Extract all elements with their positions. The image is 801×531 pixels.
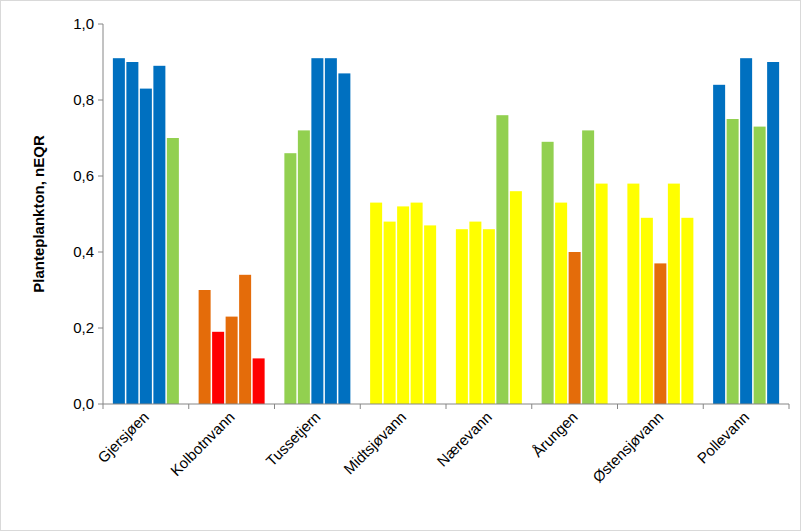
bar xyxy=(596,184,608,404)
y-tick-label: 0,6 xyxy=(73,167,94,184)
y-tick-label: 1,0 xyxy=(73,15,94,32)
bar xyxy=(569,252,581,404)
x-tick-label: Årungen xyxy=(529,408,581,460)
bar xyxy=(713,85,725,404)
y-tick xyxy=(98,24,103,25)
bar xyxy=(126,62,138,404)
x-tick xyxy=(188,404,189,409)
bar xyxy=(338,73,350,404)
y-tick xyxy=(98,176,103,177)
bar xyxy=(384,222,396,404)
x-tick xyxy=(360,404,361,409)
bar xyxy=(496,115,508,404)
x-tick-label: Tussetjern xyxy=(262,408,323,469)
bar xyxy=(212,332,224,404)
y-axis-label: Planteplankton, nEQR xyxy=(30,135,47,293)
bar xyxy=(555,203,567,404)
bar xyxy=(424,225,436,404)
chart: 0,0 0,2 0,4 0,6 0,8 1,0 Gjersjøen Kolbotnvann Tu… xyxy=(0,0,801,531)
bar xyxy=(239,275,251,404)
y-tick-label: 0,4 xyxy=(73,243,94,260)
x-tick-label: Kolbotnvann xyxy=(167,408,238,479)
x-tick-label: Pollevann xyxy=(694,408,753,467)
bar xyxy=(298,130,310,404)
bar xyxy=(668,184,680,404)
chart-border xyxy=(1,1,801,531)
bar xyxy=(654,263,666,404)
bar xyxy=(411,203,423,404)
x-tick-label: Gjersjøen xyxy=(94,408,152,466)
y-tick-label: 0,2 xyxy=(73,319,94,336)
bar xyxy=(727,119,739,404)
y-tick-label: 0,0 xyxy=(73,395,94,412)
bar xyxy=(325,58,337,404)
y-tick-label: 0,8 xyxy=(73,91,94,108)
bars xyxy=(113,58,779,404)
x-tick xyxy=(103,404,104,409)
bar xyxy=(681,218,693,404)
bar xyxy=(113,58,125,404)
x-tick-label: Østensjøvann xyxy=(589,408,666,485)
bar xyxy=(397,206,409,404)
x-tick xyxy=(789,404,790,409)
bar xyxy=(226,317,238,404)
y-tick xyxy=(98,404,103,405)
x-tick-label: Midtsjøvann xyxy=(340,408,409,477)
bar xyxy=(370,203,382,404)
bar xyxy=(754,127,766,404)
bar xyxy=(483,229,495,404)
bar xyxy=(253,358,265,404)
bar xyxy=(641,218,653,404)
bar xyxy=(740,58,752,404)
bar xyxy=(167,138,179,404)
y-axis xyxy=(103,24,104,404)
bar xyxy=(456,229,468,404)
bar xyxy=(284,153,296,404)
x-tick-label: Nærevann xyxy=(433,408,495,470)
x-tick xyxy=(703,404,704,409)
x-tick xyxy=(446,404,447,409)
bar xyxy=(627,184,639,404)
y-tick xyxy=(98,100,103,101)
bar xyxy=(140,89,152,404)
bar xyxy=(469,222,481,404)
bar xyxy=(199,290,211,404)
x-tick xyxy=(617,404,618,409)
bar xyxy=(153,66,165,404)
y-tick xyxy=(98,252,103,253)
y-tick xyxy=(98,328,103,329)
bar xyxy=(311,58,323,404)
x-tick xyxy=(274,404,275,409)
x-tick xyxy=(531,404,532,409)
bar xyxy=(510,191,522,404)
bar xyxy=(767,62,779,404)
bar xyxy=(542,142,554,404)
bar xyxy=(582,130,594,404)
